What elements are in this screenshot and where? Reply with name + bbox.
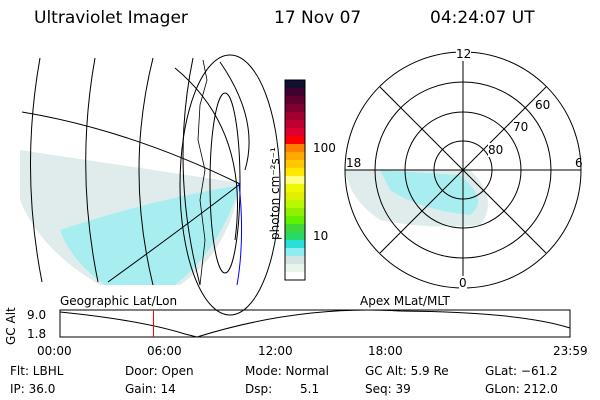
colorbar-band [285,136,305,145]
colorbar-band [285,264,305,273]
colorbar-band [285,216,305,225]
colorbar-band [285,240,305,249]
ip: IP: 36.0 [10,382,56,396]
colorbar-band [285,192,305,201]
colorbar-band [285,144,305,153]
xtick: 06:00 [147,344,182,358]
gc-alt: GC Alt: 5.9 Re [365,364,449,378]
alt-ytick-max: 9.0 [27,308,47,322]
mode: Mode: Normal [245,364,329,378]
mlt-0: 0 [459,276,467,290]
alt-ytick-min: 1.8 [27,327,47,341]
geo-label: Geographic Lat/Lon [60,294,178,308]
colorbar-tick-10: 10 [313,229,329,243]
time: 04:24:07 UT [430,8,535,28]
colorbar-band [285,80,305,89]
xtick: 12:00 [258,344,293,358]
filter: Flt: LBHL [10,364,64,378]
gain: Gain: 14 [125,382,176,396]
polar-plot [344,51,582,289]
xtick: 18:00 [368,344,403,358]
colorbar-label: photon cm⁻²s⁻¹ [268,147,282,240]
colorbar-band [285,200,305,209]
colorbar-band [285,128,305,137]
aurora-oval [60,185,240,285]
colorbar-band [285,88,305,97]
colorbar-band [285,176,305,185]
altitude-plot [59,309,571,338]
colorbar-band [285,256,305,265]
seq: Seq: 39 [365,382,411,396]
xtick: 00:00 [37,344,72,358]
lat-70: 70 [513,120,529,134]
colorbar-band [285,96,305,105]
dsp-label: Dsp: [245,382,273,396]
colorbar-band [285,152,305,161]
date: 17 Nov 07 [274,8,362,28]
colorbar-band [285,160,305,169]
colorbar-tick-100: 100 [313,141,336,155]
colorbar [284,79,306,281]
colorbar-band [285,112,305,121]
dsp-value: 5.1 [300,382,320,396]
apex-label: Apex MLat/MLT [360,294,450,308]
door: Door: Open [125,364,194,378]
xtick: 23:59 [553,344,588,358]
lat-80: 80 [488,143,504,157]
colorbar-band [285,224,305,233]
colorbar-band [285,184,305,193]
alt-ylabel: GC Alt [4,307,18,345]
colorbar-band [285,120,305,129]
colorbar-band [285,104,305,113]
geographic-map [20,54,281,316]
colorbar-band [285,232,305,241]
colorbar-band [285,168,305,177]
colorbar-band [285,208,305,217]
mlt-6: 6 [575,156,583,170]
mlt-18: 18 [346,156,362,170]
glat: GLat: −61.2 [485,364,558,378]
mlt-12: 12 [456,47,472,61]
colorbar-band [285,248,305,257]
colorbar-band [285,272,305,281]
instrument-title: Ultraviolet Imager [34,8,188,28]
glon: GLon: 212.0 [485,382,558,396]
lat-60: 60 [535,98,551,112]
